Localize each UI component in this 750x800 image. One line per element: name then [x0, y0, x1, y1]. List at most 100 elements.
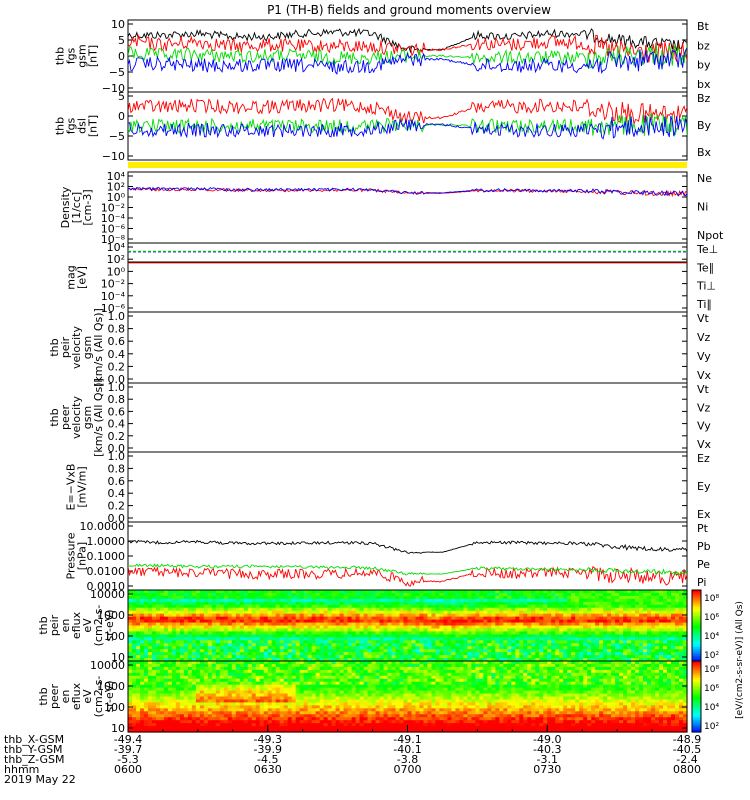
heatmap-cell — [195, 726, 201, 730]
heatmap-cell — [243, 696, 249, 701]
heatmap-cell — [359, 640, 365, 644]
heatmap-cell — [235, 607, 241, 612]
heatmap-cell — [663, 601, 668, 606]
heatmap-cell — [215, 607, 221, 612]
heatmap-cell — [595, 616, 600, 621]
heatmap-cell — [128, 592, 133, 597]
heatmap-cell — [667, 643, 672, 647]
heatmap-cell — [223, 684, 229, 689]
heatmap-cell — [335, 607, 341, 612]
heatmap-cell — [339, 666, 345, 671]
heatmap-cell — [295, 681, 301, 686]
heatmap-cell — [383, 619, 389, 624]
heatmap-cell — [299, 646, 305, 650]
heatmap-cell — [339, 702, 345, 706]
heatmap-cell — [475, 613, 480, 618]
heatmap-cell — [507, 640, 512, 644]
panel-frame — [127, 242, 688, 313]
heatmap-cell — [295, 622, 301, 627]
heatmap-cell — [351, 696, 357, 701]
heatmap-cell — [655, 622, 660, 627]
heatmap-cell — [255, 684, 261, 689]
heatmap-cell — [571, 604, 576, 609]
heatmap-cell — [387, 625, 393, 630]
heatmap-cell — [187, 681, 193, 686]
heatmap-cell — [183, 643, 189, 647]
heatmap-cell — [459, 643, 464, 647]
heatmap-cell — [159, 640, 165, 644]
heatmap-cell — [639, 652, 644, 656]
heatmap-cell — [139, 661, 145, 665]
heatmap-cell — [291, 622, 297, 627]
heatmap-cell — [223, 598, 229, 603]
heatmap-cell — [575, 590, 580, 594]
heatmap-cell — [671, 628, 676, 633]
heatmap-cell — [139, 717, 145, 721]
heatmap-cell — [203, 613, 209, 618]
heatmap-cell — [251, 610, 257, 615]
heatmap-cell — [443, 652, 449, 656]
heatmap-cell — [359, 622, 365, 627]
heatmap-cell — [331, 616, 337, 621]
heatmap-cell — [371, 619, 377, 624]
heatmap-cell — [295, 634, 301, 638]
heatmap-cell — [163, 726, 169, 730]
heatmap-cell — [191, 714, 197, 718]
heatmap-cell — [651, 649, 656, 653]
heatmap-cell — [559, 598, 564, 603]
heatmap-cell — [275, 607, 281, 612]
heatmap-cell — [191, 625, 197, 630]
heatmap-cell — [527, 655, 532, 659]
heatmap-cell — [591, 652, 596, 656]
heatmap-cell — [359, 649, 365, 653]
heatmap-cell — [651, 631, 656, 635]
heatmap-cell — [367, 604, 373, 609]
heatmap-cell — [495, 592, 500, 597]
heatmap-cell — [543, 628, 548, 633]
heatmap-cell — [571, 598, 576, 603]
heatmap-cell — [663, 616, 668, 621]
heatmap-cell — [211, 622, 217, 627]
heatmap-cell — [239, 717, 245, 721]
heatmap-cell — [399, 655, 405, 659]
heatmap-cell — [207, 637, 213, 641]
y-label-line: peir — [48, 614, 61, 636]
heatmap-cell — [275, 690, 281, 695]
heatmap-cell — [187, 675, 193, 680]
heatmap-cell — [251, 595, 257, 600]
heatmap-cell — [159, 720, 165, 724]
heatmap-cell — [271, 666, 277, 671]
heatmap-cell — [275, 687, 281, 692]
heatmap-cell — [155, 702, 161, 706]
heatmap-cell — [291, 592, 297, 597]
heatmap-cell — [555, 640, 560, 644]
y-tick-label: 1.0 — [108, 450, 126, 463]
heatmap-cell — [503, 595, 508, 600]
heatmap-cell — [479, 655, 484, 659]
heatmap-cell — [255, 628, 261, 633]
y-tick-label: 0.0 — [108, 442, 126, 455]
heatmap-cell — [191, 708, 197, 712]
heatmap-cell — [635, 592, 640, 597]
heatmap-cell — [371, 613, 377, 618]
heatmap-cell — [411, 625, 417, 630]
heatmap-cell — [655, 643, 660, 647]
heatmap-cell — [595, 598, 600, 603]
heatmap-cell — [175, 690, 181, 695]
heatmap-cell — [247, 592, 253, 597]
y-axis-label: mag[eV] — [65, 265, 89, 289]
heatmap-cell — [583, 613, 588, 618]
heatmap-cell — [179, 702, 185, 706]
heatmap-cell — [259, 705, 265, 709]
heatmap-cell — [479, 628, 484, 633]
heatmap-cell — [427, 607, 433, 612]
heatmap-cell — [315, 675, 321, 680]
heatmap-cell — [683, 616, 688, 621]
heatmap-cell — [575, 610, 580, 615]
heatmap-cell — [287, 693, 293, 698]
heatmap-cell — [383, 631, 389, 635]
heatmap-cell — [267, 649, 273, 653]
heatmap-cell — [287, 684, 293, 689]
heatmap-cell — [175, 625, 181, 630]
heatmap-cell — [139, 699, 145, 704]
